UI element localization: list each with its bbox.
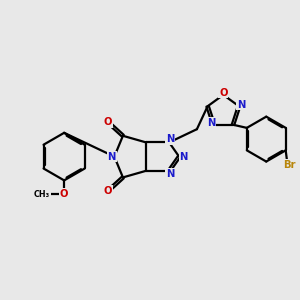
Text: N: N	[237, 100, 245, 110]
Text: N: N	[166, 134, 174, 144]
Text: O: O	[60, 189, 68, 199]
Text: CH₃: CH₃	[34, 190, 50, 199]
Text: N: N	[207, 118, 215, 128]
Text: N: N	[179, 152, 188, 162]
Text: N: N	[107, 152, 116, 162]
Text: O: O	[103, 186, 112, 196]
Text: N: N	[166, 169, 174, 179]
Text: O: O	[219, 88, 228, 98]
Text: Br: Br	[283, 160, 295, 170]
Text: O: O	[103, 117, 112, 127]
